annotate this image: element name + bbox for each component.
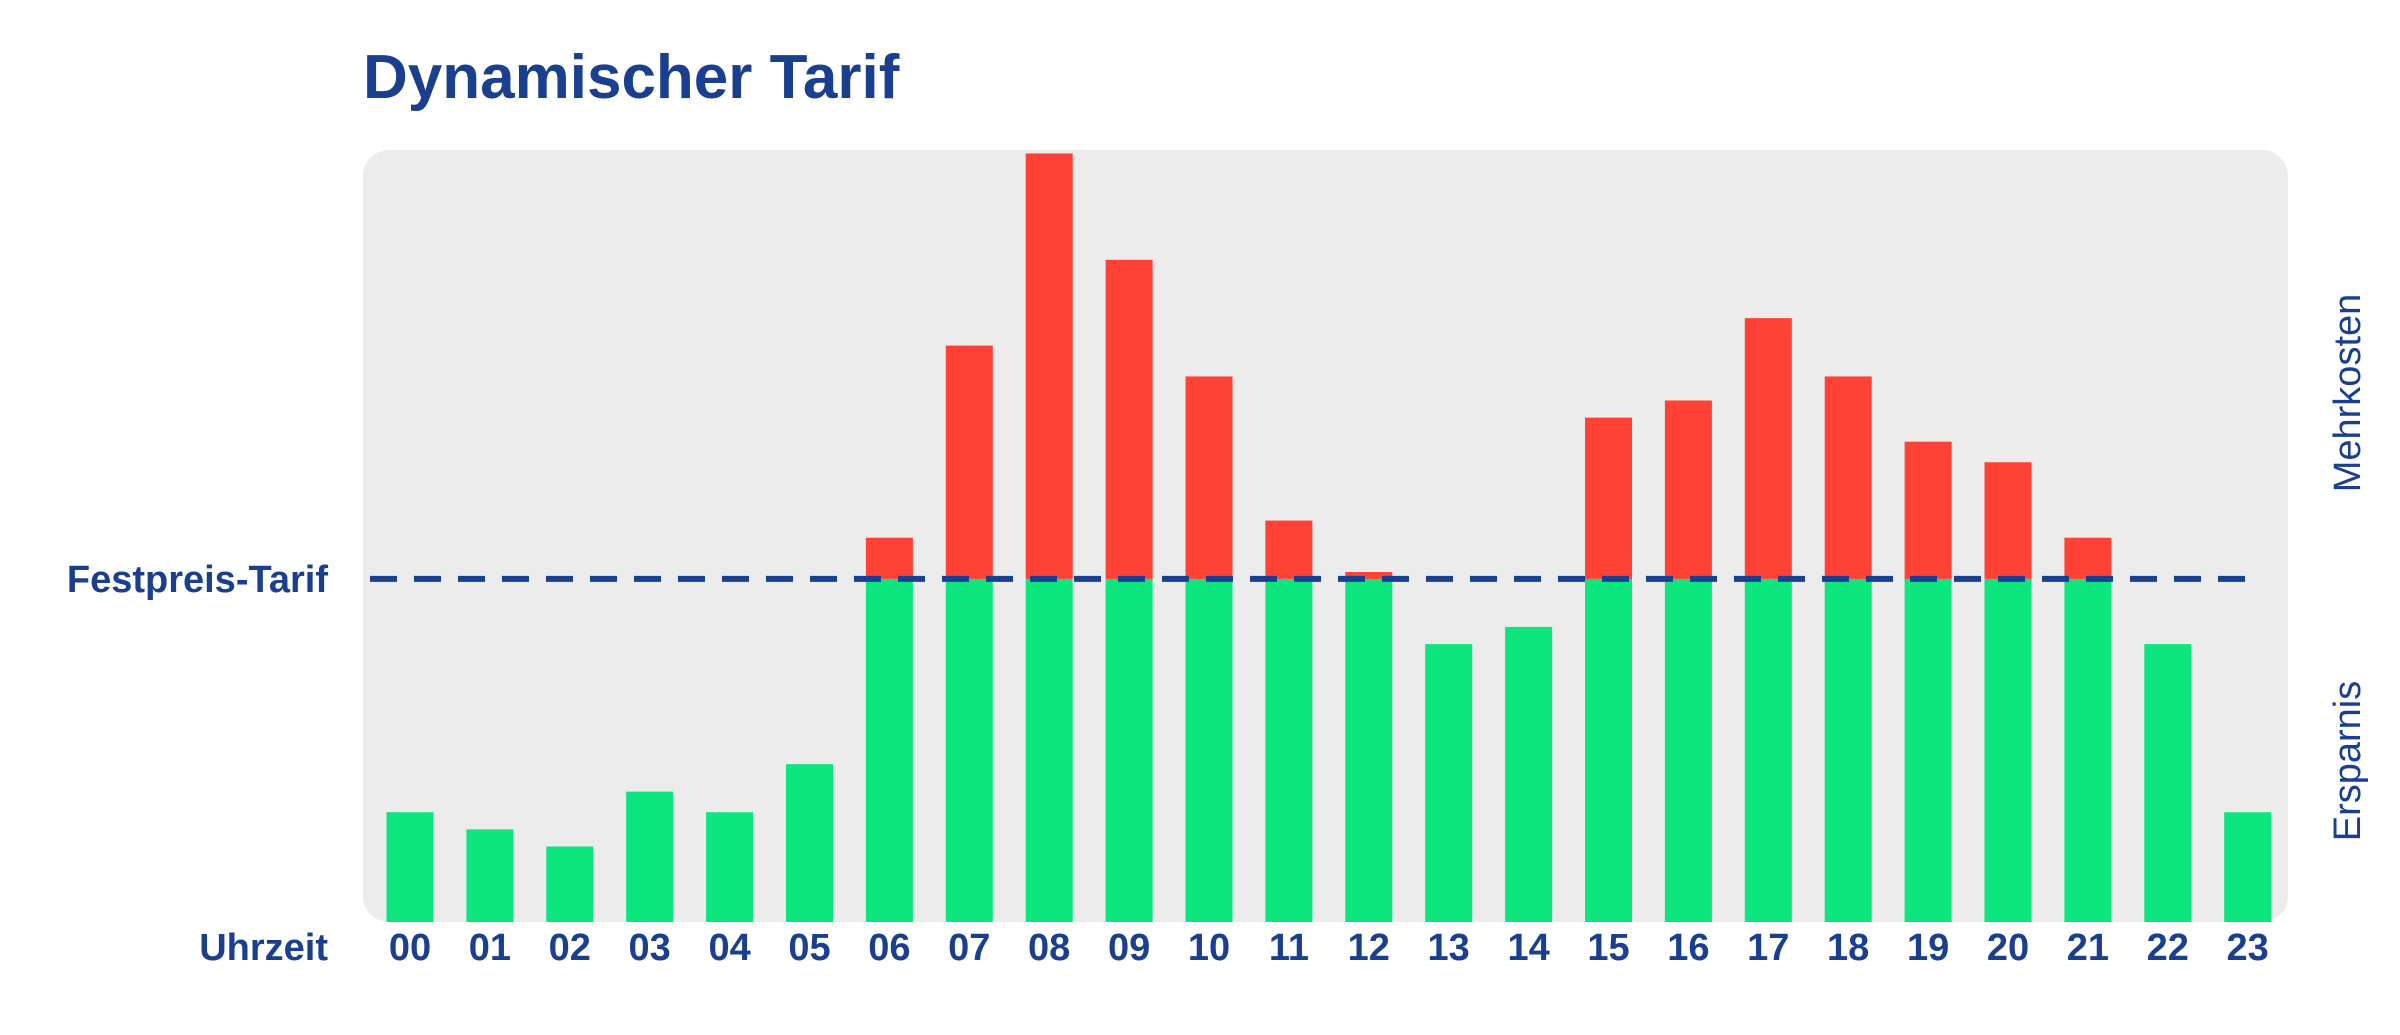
- upper-side-label: Mehrkosten: [2327, 294, 2369, 493]
- x-tick-label-18: 18: [1827, 927, 1869, 969]
- bar-03-savings: [626, 791, 674, 922]
- bar-20-savings: [1984, 578, 2032, 922]
- chart-title: Dynamischer Tarif: [363, 43, 900, 112]
- x-tick-label-11: 11: [1269, 927, 1309, 969]
- lower-side-label: Ersparnis: [2327, 681, 2369, 842]
- x-tick-label-02: 02: [549, 927, 591, 969]
- x-tick-label-23: 23: [2227, 927, 2269, 969]
- bar-11-extra-cost: [1265, 520, 1313, 579]
- bars: [386, 153, 2272, 922]
- plot-area: [363, 150, 2288, 922]
- bar-07-extra-cost: [945, 345, 993, 579]
- bar-21-savings: [2064, 578, 2112, 922]
- bar-16-extra-cost: [1664, 400, 1712, 579]
- bar-19-savings: [1904, 578, 1952, 922]
- x-tick-label-09: 09: [1108, 927, 1150, 969]
- x-tick-label-04: 04: [708, 927, 750, 969]
- bar-05-savings: [786, 764, 833, 922]
- bar-10-extra-cost: [1185, 376, 1233, 579]
- bar-16-savings: [1664, 578, 1712, 922]
- bar-00-savings: [386, 812, 434, 922]
- bar-01-savings: [466, 829, 514, 922]
- x-tick-label-14: 14: [1507, 927, 1549, 969]
- bar-22-savings: [2144, 644, 2192, 922]
- x-tick-label-17: 17: [1747, 927, 1789, 969]
- bar-07-savings: [945, 578, 993, 922]
- bar-09-savings: [1105, 578, 1153, 922]
- bar-19-extra-cost: [1904, 441, 1952, 579]
- bar-12-savings: [1345, 578, 1393, 922]
- bar-06-extra-cost: [865, 537, 913, 579]
- x-tick-label-00: 00: [389, 927, 431, 969]
- x-tick-label-03: 03: [629, 927, 671, 969]
- x-tick-label-10: 10: [1188, 927, 1230, 969]
- bar-06-savings: [865, 578, 913, 922]
- x-tick-label-13: 13: [1428, 927, 1470, 969]
- bar-15-savings: [1585, 578, 1632, 922]
- bar-23-savings: [2224, 812, 2272, 922]
- bar-15-extra-cost: [1585, 417, 1632, 579]
- reference-line-label: Festpreis-Tarif: [67, 559, 328, 601]
- x-tick-label-21: 21: [2067, 927, 2109, 969]
- bar-09-extra-cost: [1105, 259, 1153, 579]
- bar-11-savings: [1265, 578, 1313, 922]
- x-tick-label-22: 22: [2147, 927, 2189, 969]
- x-axis-label: Uhrzeit: [199, 927, 328, 969]
- bar-12-extra-cost: [1345, 572, 1393, 579]
- x-tick-label-16: 16: [1667, 927, 1709, 969]
- bar-18-savings: [1824, 578, 1872, 922]
- bar-17-savings: [1744, 578, 1792, 922]
- bar-14-savings: [1505, 626, 1553, 922]
- bar-20-extra-cost: [1984, 462, 2032, 579]
- x-tick-label-20: 20: [1987, 927, 2029, 969]
- bar-08-savings: [1025, 578, 1073, 922]
- bar-08-extra-cost: [1025, 153, 1073, 579]
- x-tick-label-05: 05: [788, 927, 830, 969]
- bar-10-savings: [1185, 578, 1233, 922]
- bar-21-extra-cost: [2064, 537, 2112, 579]
- x-tick-label-01: 01: [469, 927, 511, 969]
- x-tick-label-12: 12: [1348, 927, 1390, 969]
- x-tick-label-07: 07: [948, 927, 990, 969]
- bar-04-savings: [706, 812, 754, 922]
- x-tick-label-15: 15: [1587, 927, 1629, 969]
- x-tick-label-19: 19: [1907, 927, 1949, 969]
- bar-17-extra-cost: [1744, 318, 1792, 579]
- bar-13-savings: [1425, 644, 1473, 922]
- x-tick-label-06: 06: [868, 927, 910, 969]
- x-tick-label-08: 08: [1028, 927, 1070, 969]
- x-tick-labels: 00 01 02 03 04 05 06 07 08 09 10 11 12 13 14 15 16 17 18 19…: [389, 927, 2269, 969]
- bar-02-savings: [546, 846, 594, 922]
- bar-18-extra-cost: [1824, 376, 1872, 579]
